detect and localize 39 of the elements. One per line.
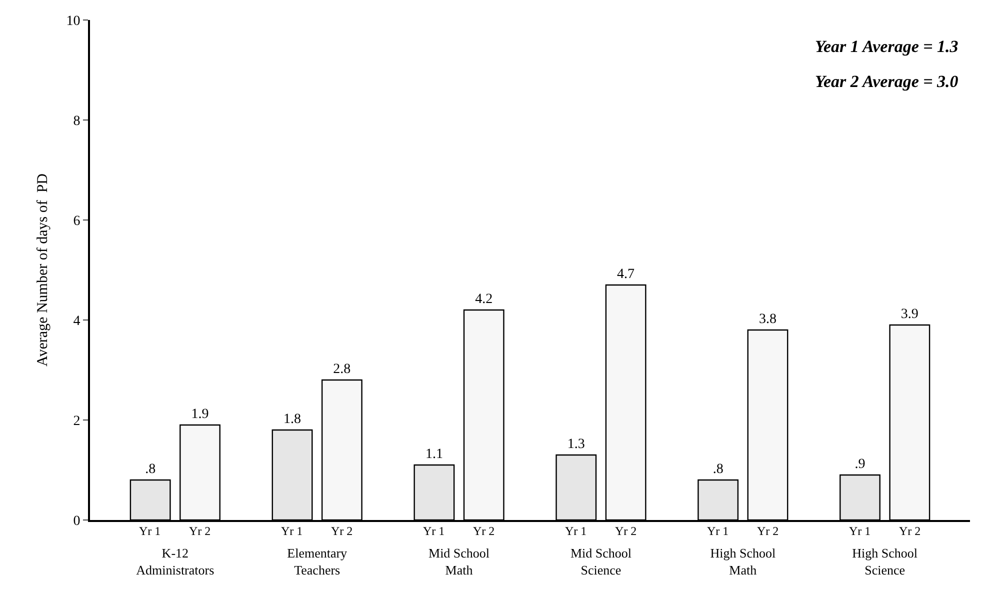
annotation: Year 2 Average = 3.0	[815, 72, 959, 91]
y-axis-title: Average Number of days of PD	[34, 173, 51, 367]
data-label: 4.7	[617, 267, 635, 282]
data-label: 1.3	[567, 437, 585, 452]
text: Yr 1	[423, 524, 445, 538]
series-label: Yr 2	[189, 524, 211, 538]
y-tick-label: 6	[73, 214, 80, 229]
text: Yr 2	[615, 524, 637, 538]
x-tick-label: High School Math	[710, 546, 776, 578]
y-tick-label: 4	[73, 314, 80, 329]
y-tick-label: 8	[73, 114, 80, 129]
y-tick-label: 0	[73, 514, 80, 529]
text: Yr 2	[473, 524, 495, 538]
data-label: .9	[854, 457, 866, 472]
annotation: Year 1 Average = 1.3	[815, 37, 959, 56]
data-label: 3.8	[758, 312, 776, 327]
data-label: 3.9	[900, 307, 918, 322]
text: Yr 2	[757, 524, 779, 538]
x-tick-label: Elementary Teachers	[287, 546, 348, 578]
text: Yr 2	[331, 524, 353, 538]
x-tick-label: Mid School Math	[428, 546, 490, 578]
text: Yr 1	[565, 524, 587, 538]
text: Yr 1	[281, 524, 303, 538]
y-tick-label: 2	[73, 414, 80, 429]
data-label: 2.8	[333, 362, 351, 377]
data-label: .8	[145, 462, 156, 477]
text: Yr 1	[707, 524, 729, 538]
data-label: .8	[712, 462, 724, 477]
data-label: 4.2	[475, 292, 493, 307]
data-label: 1.9	[191, 407, 209, 422]
data-label: 1.8	[284, 412, 302, 427]
text: Yr 1	[849, 524, 871, 538]
x-tick-label: Mid School Science	[570, 546, 632, 578]
data-label: 1.1	[425, 447, 443, 462]
series-label: Yr 1	[139, 524, 161, 538]
text: Yr 2	[899, 524, 921, 538]
x-tick-label: K-12 Administrators	[136, 546, 214, 578]
y-tick-label: 10	[66, 14, 80, 29]
x-tick-label: High School Science	[852, 546, 918, 578]
